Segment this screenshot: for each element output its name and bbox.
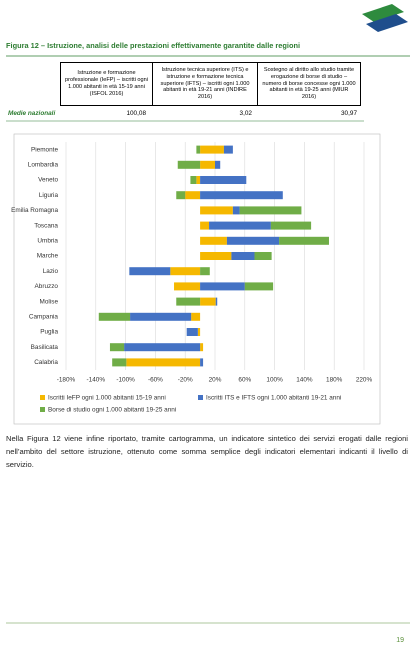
y-tick-label: Veneto <box>38 177 58 184</box>
bar <box>197 328 201 336</box>
bar <box>200 221 210 230</box>
y-tick-label: Campania <box>29 313 59 320</box>
bar <box>226 236 280 245</box>
figure-title: Figura 12 – Istruzione, analisi delle pr… <box>6 41 301 50</box>
bar <box>126 358 201 367</box>
table-header: Istruzione e formazione professionale (I… <box>60 62 153 106</box>
bar <box>174 282 201 291</box>
y-tick-label: Umbria <box>37 237 58 244</box>
y-tick-label: Basilicata <box>31 344 59 351</box>
legend-swatch <box>40 407 45 412</box>
table-cell: 100,08 <box>126 110 146 117</box>
x-tick-label: -140% <box>87 377 106 384</box>
page-number: 19 <box>396 637 404 644</box>
y-tick-label: Marche <box>37 253 59 260</box>
table-header: Sostegno al diritto allo studio tramite … <box>257 62 361 106</box>
x-tick-label: 100% <box>266 377 283 384</box>
x-tick-label: -180% <box>57 377 76 384</box>
bar <box>200 358 204 367</box>
bar <box>209 221 271 230</box>
bar <box>200 145 224 154</box>
y-tick-label: Toscana <box>34 222 58 229</box>
bar <box>223 145 233 154</box>
bar <box>186 328 198 336</box>
x-tick-label: -60% <box>148 377 163 384</box>
bar <box>244 282 274 291</box>
y-tick-label: Calabria <box>34 359 58 366</box>
y-tick-label: Molise <box>40 298 59 305</box>
chart-frame <box>13 133 381 425</box>
y-tick-label: Piemonte <box>31 146 58 153</box>
bar <box>196 176 201 184</box>
bar <box>200 252 232 260</box>
bar <box>200 297 216 306</box>
legend-label: Iscritti IeFP ogni 1.000 abitanti 15-19 … <box>48 395 166 402</box>
x-tick-label: 20% <box>209 377 222 384</box>
bar <box>124 343 201 352</box>
bar <box>112 358 127 367</box>
bar <box>170 267 201 276</box>
y-tick-label: Emilia Romagna <box>11 207 58 214</box>
bar <box>177 160 201 169</box>
table-cell: 3,02 <box>239 110 252 117</box>
x-tick-label: -100% <box>116 377 135 384</box>
x-tick-label: 180% <box>326 377 343 384</box>
bar <box>254 252 272 260</box>
bar <box>129 267 171 276</box>
bar <box>232 206 240 215</box>
x-tick-label: -20% <box>178 377 193 384</box>
bar <box>200 191 283 200</box>
bar <box>231 252 255 260</box>
table-cell: Medie nazionali <box>8 110 56 117</box>
legend-swatch <box>40 395 45 400</box>
bar <box>176 191 186 200</box>
bar <box>176 297 201 306</box>
logo <box>362 4 408 32</box>
bar <box>215 297 218 306</box>
table-cell: 30,97 <box>341 110 357 117</box>
bar <box>270 221 312 230</box>
legend-label: Iscritti ITS e IFTS ogni 1.000 abitanti … <box>206 395 341 402</box>
bar <box>200 236 227 245</box>
y-tick-label: Liguria <box>39 192 59 199</box>
bar <box>215 160 221 169</box>
legend-label: Borse di studio ogni 1.000 abitanti 19-2… <box>48 407 176 414</box>
y-tick-label: Lombardia <box>28 161 59 168</box>
bar <box>200 176 247 184</box>
table-header: Istruzione tecnica superiore (ITS) e ist… <box>152 62 258 106</box>
y-tick-label: Puglia <box>40 329 58 336</box>
bar <box>109 343 125 352</box>
bar <box>279 236 329 245</box>
bar <box>196 145 201 154</box>
bar <box>239 206 302 215</box>
legend-swatch <box>198 395 203 400</box>
paragraph: Nella Figura 12 viene infine riportato, … <box>6 434 408 469</box>
bar <box>130 312 192 321</box>
bar <box>200 206 233 215</box>
x-tick-label: 60% <box>238 377 251 384</box>
y-tick-label: Lazio <box>43 268 59 275</box>
x-tick-label: 220% <box>356 377 373 384</box>
x-tick-label: 140% <box>296 377 313 384</box>
bar <box>190 176 197 184</box>
bar <box>200 160 215 169</box>
bar <box>185 191 201 200</box>
y-tick-label: Abruzzo <box>35 283 59 290</box>
bar <box>98 312 131 321</box>
bar <box>200 343 204 352</box>
bar <box>200 282 245 291</box>
bar <box>200 267 210 276</box>
bar <box>191 312 201 321</box>
